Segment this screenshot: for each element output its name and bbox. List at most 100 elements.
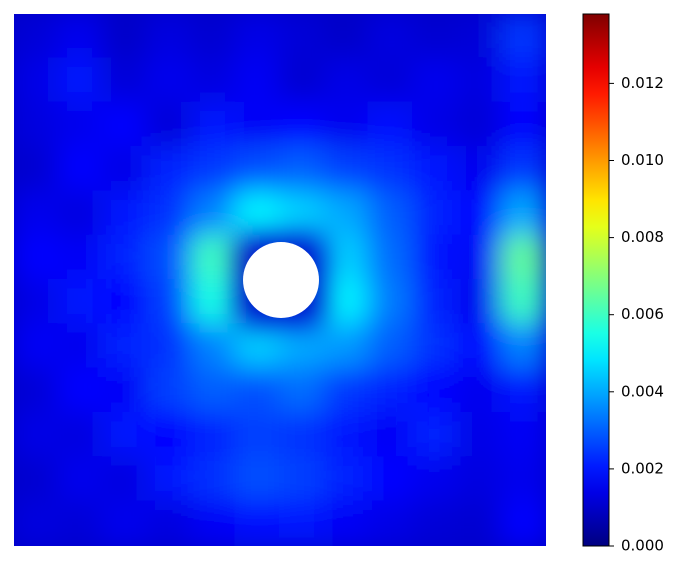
- field-cell: [101, 14, 148, 60]
- field-cell: [57, 412, 104, 459]
- field-cell: [14, 412, 60, 459]
- field-cell: [456, 323, 503, 370]
- colorbar-tick-label: 0.008: [621, 228, 664, 246]
- field-cell: [412, 101, 459, 148]
- field-cell: [456, 367, 503, 414]
- field-cell: [412, 412, 459, 459]
- field-cell: [279, 57, 326, 104]
- field-cell: [146, 101, 193, 148]
- field-cell: [146, 234, 193, 281]
- field-cell: [234, 500, 281, 546]
- field-cell: [323, 57, 370, 104]
- field-cell: [234, 412, 281, 459]
- field-cell: [367, 412, 414, 459]
- field-cell: [367, 57, 414, 104]
- field-cell: [279, 146, 326, 193]
- field-cell: [190, 146, 237, 193]
- field-cell: [279, 412, 326, 459]
- field-cell: [279, 500, 326, 546]
- field-cell: [101, 367, 148, 414]
- field-cell: [323, 190, 370, 237]
- field-cell: [367, 14, 414, 60]
- field-cell: [500, 14, 546, 60]
- field-cell: [500, 323, 546, 370]
- field-cell: [101, 101, 148, 148]
- field-cell: [367, 146, 414, 193]
- field-cell: [500, 456, 546, 503]
- field-cell: [101, 456, 148, 503]
- field-cell: [279, 14, 326, 60]
- field-cell: [456, 500, 503, 546]
- field-cell: [234, 323, 281, 370]
- field-cell: [279, 101, 326, 148]
- field-cell: [500, 412, 546, 459]
- field-cell: [323, 146, 370, 193]
- field-cell: [146, 146, 193, 193]
- field-cell: [14, 367, 60, 414]
- field-cell: [57, 190, 104, 237]
- field-cell: [234, 367, 281, 414]
- field-cell: [323, 412, 370, 459]
- field-cell: [234, 101, 281, 148]
- field-cell: [500, 190, 546, 237]
- colorbar-tick-label: 0.010: [621, 151, 664, 169]
- field-cell: [367, 456, 414, 503]
- field-cell: [14, 57, 60, 104]
- colorbar-tick-label: 0.012: [621, 74, 664, 92]
- colorbar-tick-label: 0.000: [621, 537, 664, 555]
- field-cell: [190, 412, 237, 459]
- field-cell: [14, 146, 60, 193]
- colorbar-ticks: 0.000 0.002 0.004 0.006 0.008 0.010 0.012: [609, 74, 664, 555]
- field-cell: [234, 57, 281, 104]
- field-cell: [500, 101, 546, 148]
- field-cell: [101, 323, 148, 370]
- field-cell: [234, 456, 281, 503]
- field-cell: [14, 101, 60, 148]
- plot-area: [14, 14, 546, 546]
- field-cell: [146, 14, 193, 60]
- field-cell: [279, 456, 326, 503]
- field-cell: [57, 146, 104, 193]
- field-cell: [101, 500, 148, 546]
- field-cell: [101, 190, 148, 237]
- field-cell: [234, 146, 281, 193]
- field-cell: [456, 146, 503, 193]
- field-cell: [57, 456, 104, 503]
- field-cell: [146, 57, 193, 104]
- field-cell: [412, 500, 459, 546]
- field-cell: [190, 14, 237, 60]
- field-cell: [190, 500, 237, 546]
- field-cell: [323, 323, 370, 370]
- colorbar-tick-label: 0.002: [621, 459, 664, 477]
- field-cell: [190, 279, 237, 326]
- field-cell: [367, 279, 414, 326]
- field-cell: [500, 234, 546, 281]
- field-cell: [14, 14, 60, 60]
- colorbar: [582, 13, 610, 547]
- field-cell: [412, 279, 459, 326]
- field-cell: [190, 323, 237, 370]
- field-cell: [101, 146, 148, 193]
- field-cell: [412, 14, 459, 60]
- field-cell: [279, 367, 326, 414]
- colorbar-tick-label: 0.006: [621, 305, 664, 323]
- field-cell: [101, 234, 148, 281]
- field-cell: [412, 190, 459, 237]
- field-cell: [146, 279, 193, 326]
- field-cell: [367, 101, 414, 148]
- hole: [243, 242, 319, 318]
- field-cell: [57, 279, 104, 326]
- field-cell: [323, 14, 370, 60]
- field-cell: [412, 323, 459, 370]
- field-cell: [456, 57, 503, 104]
- field-cell: [101, 412, 148, 459]
- field-cell: [14, 234, 60, 281]
- field-cell: [190, 234, 237, 281]
- field-cell: [456, 190, 503, 237]
- field: [14, 14, 546, 546]
- field-cell: [190, 57, 237, 104]
- field-cell: [279, 323, 326, 370]
- field-cell: [367, 323, 414, 370]
